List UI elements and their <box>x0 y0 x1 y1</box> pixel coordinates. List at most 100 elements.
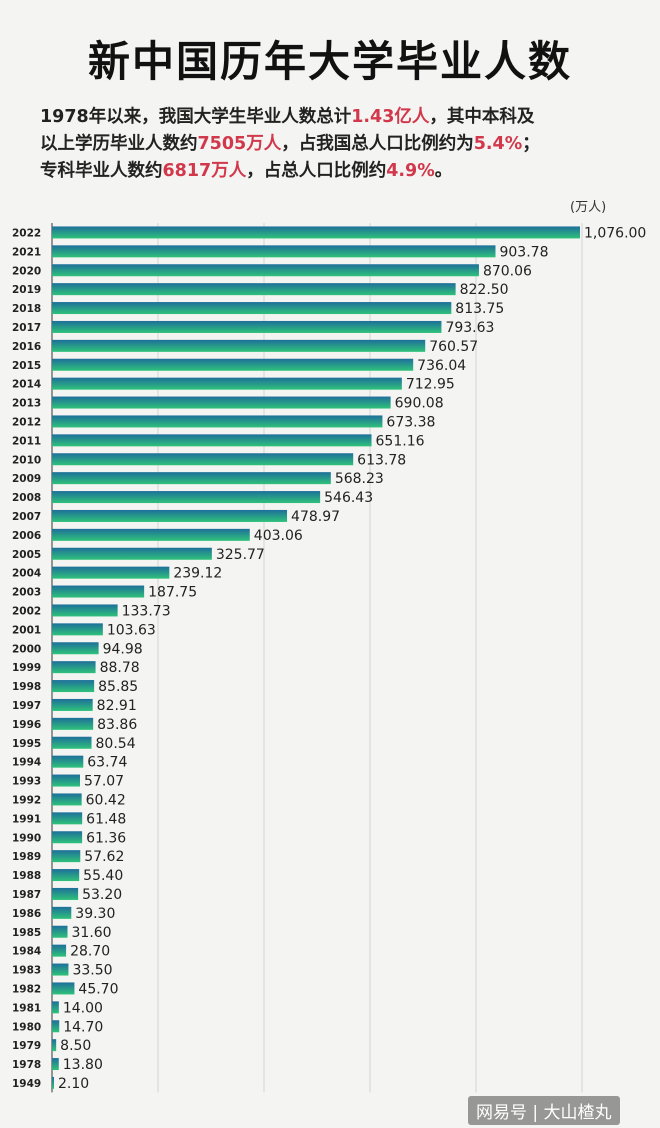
bar <box>52 472 331 485</box>
bar <box>52 963 69 976</box>
bar <box>52 1076 54 1089</box>
data-label: 690.08 <box>395 396 444 412</box>
bar <box>52 850 81 863</box>
bar <box>52 358 414 371</box>
data-label: 60.42 <box>86 792 126 808</box>
subtitle-line-2: 以上学历毕业人数约7505万人，占我国总人口比例约为5.4%； <box>40 131 640 158</box>
y-tick-label: 2006 <box>12 530 41 542</box>
subtitle-text: ； <box>522 134 540 154</box>
data-label: 14.00 <box>63 1000 103 1016</box>
bar <box>52 245 496 258</box>
bar <box>52 320 442 333</box>
data-label: 736.04 <box>417 358 466 374</box>
subtitle-text: 。 <box>434 161 453 181</box>
unit-label: (万人) <box>570 200 607 215</box>
y-tick-label: 2022 <box>12 227 41 239</box>
data-label: 813.75 <box>455 301 504 317</box>
y-tick-label: 2012 <box>12 416 41 428</box>
y-tick-label: 1984 <box>12 946 41 958</box>
subtitle-text: 专科毕业人数约 <box>40 161 163 181</box>
bar <box>52 415 383 428</box>
y-tick-label: 2009 <box>12 473 41 485</box>
subtitle-text: ，占我国总人口比例约为 <box>281 134 474 154</box>
y-tick-label: 1981 <box>12 1002 41 1014</box>
chart-title: 新中国历年大学毕业人数 <box>87 37 572 86</box>
bar <box>52 528 250 541</box>
bar <box>52 982 75 995</box>
bar <box>52 736 92 749</box>
y-tick-label: 1985 <box>12 927 41 939</box>
y-tick-label: 2003 <box>12 587 41 599</box>
y-tick-label: 2007 <box>12 511 41 523</box>
data-label: 546.43 <box>324 490 373 506</box>
bar <box>52 925 68 938</box>
bar <box>52 264 479 277</box>
bar <box>52 698 93 711</box>
bar <box>52 1001 59 1014</box>
bar <box>52 434 372 447</box>
y-tick-label: 1949 <box>12 1078 41 1090</box>
bar <box>52 453 354 466</box>
data-label: 39.30 <box>75 906 115 922</box>
bar <box>52 680 95 693</box>
bar <box>52 509 288 522</box>
y-tick-label: 2014 <box>12 379 41 391</box>
data-label: 2.10 <box>58 1076 89 1092</box>
data-label: 568.23 <box>335 471 384 487</box>
y-tick-label: 2015 <box>12 360 41 372</box>
subtitle-text: 1978年以来，我国大学生毕业人数总计 <box>40 107 352 127</box>
y-tick-label: 2002 <box>12 605 41 617</box>
bar <box>52 585 145 598</box>
y-tick-label: 2004 <box>12 568 41 580</box>
bar <box>52 302 452 315</box>
data-label: 1,076.00 <box>584 225 646 241</box>
subtitle-highlight: 7505万人 <box>197 134 282 154</box>
subtitle-line-3: 专科毕业人数约6817万人，占总人口比例约4.9%。 <box>40 158 640 185</box>
data-label: 133.73 <box>122 603 171 619</box>
data-label: 239.12 <box>173 566 222 582</box>
data-label: 613.78 <box>357 452 406 468</box>
data-label: 870.06 <box>483 263 532 279</box>
y-tick-label: 2016 <box>12 341 41 353</box>
bar <box>52 642 99 655</box>
data-label: 94.98 <box>103 641 143 657</box>
data-label: 793.63 <box>445 320 494 336</box>
bar <box>52 1020 60 1033</box>
y-tick-label: 2018 <box>12 303 41 315</box>
labels: 2022 1,076.00 2021 903.78 2020 870.06 2019 822.… <box>12 225 646 1091</box>
bars <box>52 226 580 1089</box>
y-tick-label: 1982 <box>12 983 41 995</box>
bar <box>52 812 83 825</box>
y-tick-label: 2020 <box>12 265 41 277</box>
y-tick-label: 2021 <box>12 246 41 258</box>
data-label: 33.50 <box>72 963 112 979</box>
y-tick-label: 1986 <box>12 908 41 920</box>
y-tick-label: 2013 <box>12 398 41 410</box>
bar <box>52 831 83 844</box>
data-label: 403.06 <box>254 528 303 544</box>
bar <box>52 774 81 787</box>
data-label: 103.63 <box>107 622 156 638</box>
bar <box>52 623 103 636</box>
bar <box>52 396 391 409</box>
grid-lines <box>51 223 583 1093</box>
y-tick-label: 1983 <box>12 965 41 977</box>
subtitle-highlight: 1.43亿人 <box>351 107 430 127</box>
bar <box>52 793 82 806</box>
subtitle-highlight: 6817万人 <box>162 161 247 181</box>
data-label: 822.50 <box>460 282 509 298</box>
watermark-footer: 网易号 | 大山楂丸 <box>468 1096 620 1125</box>
data-label: 80.54 <box>96 736 136 752</box>
subtitle-highlight: 4.9% <box>386 161 435 181</box>
data-label: 903.78 <box>499 244 548 260</box>
bar <box>52 755 84 768</box>
bar <box>52 604 118 617</box>
bar <box>52 906 72 919</box>
bar <box>52 226 580 239</box>
y-tick-label: 1998 <box>12 681 41 693</box>
y-tick-label: 1993 <box>12 776 41 788</box>
bar <box>52 1039 57 1052</box>
data-label: 61.48 <box>86 811 126 827</box>
subtitle-highlight: 5.4% <box>473 134 523 154</box>
y-tick-label: 2019 <box>12 284 41 296</box>
